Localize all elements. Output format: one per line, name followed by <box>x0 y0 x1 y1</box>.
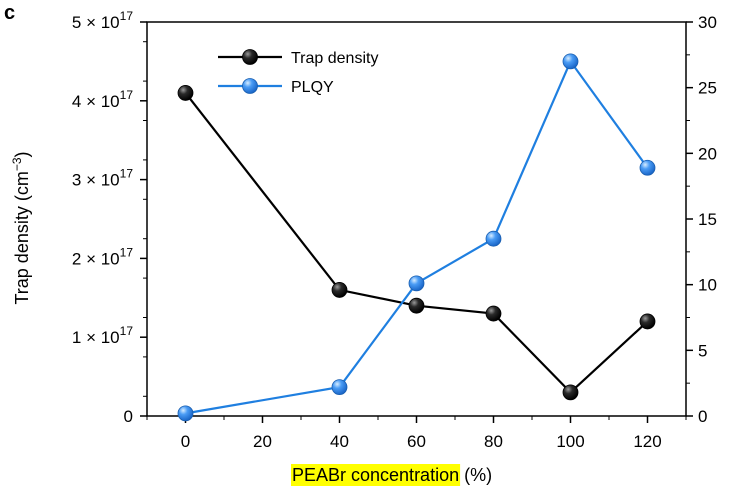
data-point-0 <box>485 305 502 322</box>
series-points <box>177 53 656 422</box>
series-lines <box>184 59 649 415</box>
x-axis-label-unit: (%) <box>464 465 492 485</box>
legend-label: Trap density <box>291 50 378 67</box>
y-left-axis-label-end: ) <box>12 151 32 157</box>
y-left-tick-label: 0 <box>124 407 133 426</box>
x-tick-label: 120 <box>633 432 661 451</box>
data-point-0 <box>331 282 348 298</box>
data-point-0 <box>562 384 579 401</box>
data-point-1 <box>331 379 348 396</box>
data-point-0 <box>408 297 425 314</box>
x-axis-label-highlighted: PEABr concentration <box>292 465 459 485</box>
x-tick-label: 100 <box>556 432 584 451</box>
data-point-1 <box>485 230 502 247</box>
y-right-tick-label: 25 <box>698 79 717 98</box>
series-line-0 <box>184 92 649 394</box>
data-point-1 <box>562 53 579 70</box>
x-tick-label: 0 <box>181 432 190 451</box>
y-left-tick-label: 4 × 1017 <box>72 88 133 111</box>
data-point-1 <box>408 275 425 292</box>
y-left-axis-ticks: 0 1 × 1017 2 × 1017 3 × 1017 4 × 1017 5 × 101… <box>72 9 147 426</box>
y-left-axis-label: Trap density (cm−3) <box>10 151 32 304</box>
x-tick-label: 60 <box>407 432 426 451</box>
legend-label: PLQY <box>291 79 334 96</box>
y-right-tick-label: 20 <box>698 144 717 163</box>
y-left-tick-label: 5 × 1017 <box>72 9 133 32</box>
plot-border <box>146 21 687 417</box>
series-line-1 <box>185 59 649 415</box>
data-point-1 <box>177 405 194 422</box>
y-left-axis-label-main: Trap density (cm <box>12 171 32 304</box>
legend-marker <box>242 49 258 65</box>
y-right-tick-label: 5 <box>698 341 707 360</box>
y-left-tick-label: 3 × 1017 <box>72 167 133 190</box>
x-axis-ticks: 0 20 40 60 80 100 120 <box>146 416 687 451</box>
data-point-1 <box>639 159 656 176</box>
y-right-tick-label: 15 <box>698 210 717 229</box>
data-point-0 <box>639 313 656 330</box>
y-left-tick-label: 2 × 1017 <box>72 245 133 268</box>
x-axis-label: PEABr concentration (%) <box>292 465 492 485</box>
x-tick-label: 20 <box>253 432 272 451</box>
legend: Trap density PLQY <box>218 49 378 96</box>
y-right-tick-label: 30 <box>698 13 717 32</box>
y-left-axis-label-sup: −3 <box>10 157 24 171</box>
x-tick-label: 40 <box>330 432 349 451</box>
plot-frame <box>146 21 687 417</box>
x-axis-label-highlight <box>291 464 461 486</box>
y-left-tick-label: 1 × 1017 <box>72 324 133 347</box>
y-right-tick-label: 0 <box>698 407 707 426</box>
data-point-0 <box>177 85 194 101</box>
x-tick-label: 80 <box>484 432 503 451</box>
panel-label: c <box>4 2 16 24</box>
legend-marker <box>242 78 258 94</box>
y-right-axis-ticks: 0 5 10 15 20 25 30 <box>686 13 717 426</box>
y-right-tick-label: 10 <box>698 276 717 295</box>
